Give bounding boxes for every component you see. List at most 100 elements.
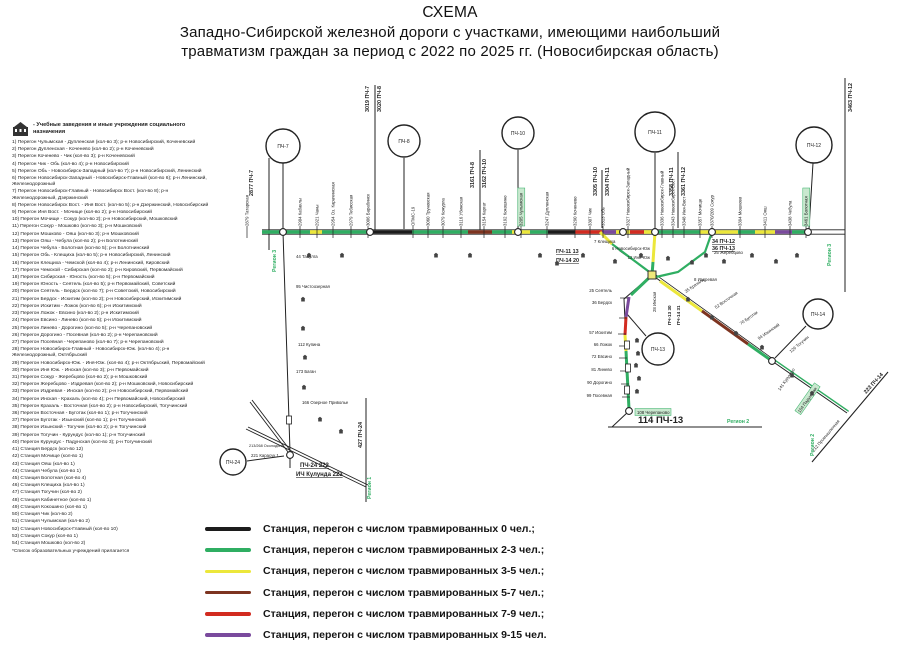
map-label: 36 Бердск bbox=[592, 300, 612, 305]
school-icon bbox=[636, 352, 640, 356]
school-icon bbox=[340, 254, 344, 258]
pch-depot-label: ПЧ-8 bbox=[398, 139, 410, 145]
junction-node-inskaya bbox=[647, 270, 657, 280]
list-item: 39) Перегон Тогучин - Курундус (кол-во 1… bbox=[12, 432, 146, 438]
school-icon bbox=[810, 392, 814, 396]
pch-depot-label: ПЧ-14 bbox=[811, 312, 825, 318]
pch-depot-label: ПЧ-13 bbox=[651, 347, 665, 353]
map-label: 112 Купина bbox=[298, 342, 321, 347]
school-icon-roof bbox=[339, 252, 345, 255]
station-label: 3394 Мошково bbox=[738, 196, 743, 226]
school-icon-roof bbox=[709, 314, 715, 317]
station-highlight-box bbox=[634, 408, 672, 416]
legend-label: Станция, перегон с числом травмированных… bbox=[263, 628, 547, 641]
junction-node bbox=[768, 357, 776, 365]
list-item: 1) Перегон Чулымская - Дупленская (кол-в… bbox=[12, 140, 196, 145]
station-label: 3411 Ояш bbox=[763, 206, 768, 226]
school-icon-roof bbox=[554, 260, 560, 263]
map-rotated-label: 3305 ПЧ-10 bbox=[593, 167, 599, 196]
list-item: 34) Перегон Инская - Крахаль (кол-во 4);… bbox=[12, 396, 186, 402]
list-item: 25) Перегон Линево - Дорогино (кол-во 5)… bbox=[12, 325, 153, 331]
rail-line bbox=[246, 455, 285, 462]
school-icon-roof bbox=[721, 258, 727, 261]
map-rotated-label: ПЧ-13 30 bbox=[667, 305, 672, 325]
school-icon-roof bbox=[665, 255, 671, 258]
map-rotated-label: 223 ПЧ-14 bbox=[863, 372, 885, 395]
school-icon-roof bbox=[338, 428, 344, 431]
map-rotated-label: 126 Тогучин bbox=[788, 334, 810, 354]
school-icon-roof bbox=[635, 350, 641, 353]
station-label: 3079 Кожурла bbox=[441, 198, 446, 226]
map-rotated-label: 70 Буготак bbox=[739, 310, 759, 326]
map-label: 72 Евсино bbox=[592, 354, 613, 359]
legend-color-swatch bbox=[205, 548, 251, 552]
school-icon bbox=[301, 298, 305, 302]
list-item: 13) Перегон Ояш - Чебула (кол-во 2); р-н… bbox=[12, 238, 138, 244]
pch-depot-circle bbox=[387, 124, 421, 158]
school-icon-roof bbox=[634, 388, 640, 391]
pch-depot-label: ПЧ-12 bbox=[807, 143, 821, 149]
list-item: 43) Станция Ояш (кол-во 1) bbox=[12, 461, 75, 467]
pch-depot-circle bbox=[265, 128, 301, 164]
list-item: 33) Перегон Издревая - Инская (кол-во 2)… bbox=[12, 389, 189, 395]
pch-depot-circle bbox=[802, 298, 834, 330]
list-header-text: - Учебные заведения и иные учреждения со… bbox=[33, 122, 186, 135]
legend-label: Станция, перегон с числом травмированных… bbox=[263, 523, 535, 535]
rail-segment-yellow bbox=[651, 231, 657, 263]
school-icon-roof bbox=[773, 258, 779, 261]
station-highlight-box bbox=[794, 382, 821, 416]
map-rotated-label: 94 Изынский bbox=[757, 322, 781, 341]
school-icon-roof bbox=[302, 354, 308, 357]
list-item: 17) Перегон Чемской - Сибирская (кол-во … bbox=[12, 267, 183, 273]
pch-depot-circle bbox=[795, 126, 833, 164]
page-title: СХЕМА Западно-Сибирской железной дороги … bbox=[0, 3, 900, 61]
school-icon-roof bbox=[794, 252, 800, 255]
map-rotated-label: 3019 ПЧ-7 bbox=[365, 86, 371, 112]
school-icon-roof bbox=[703, 252, 709, 255]
school-icon-roof bbox=[789, 372, 795, 375]
legend-color-swatch bbox=[205, 527, 251, 531]
legend-color-swatch bbox=[205, 611, 251, 616]
list-footnote: *Список образовательных учреждений прила… bbox=[12, 549, 130, 555]
school-icon bbox=[639, 254, 643, 258]
school-icon bbox=[339, 430, 343, 434]
region-label: Регион 1 bbox=[367, 477, 373, 499]
school-icon-roof bbox=[749, 252, 755, 255]
station-label: 3192 Кокошино bbox=[503, 195, 508, 226]
list-header: - Учебные заведения и иные учреждения со… bbox=[12, 122, 214, 136]
map-label: 114 ПЧ-13 bbox=[638, 415, 683, 426]
station-label: 3116 Убинская bbox=[459, 196, 464, 226]
list-item: 46) Станция Клещиха (кол-во 1) bbox=[12, 483, 85, 489]
map-rotated-label: 3361 ПЧ-12 bbox=[681, 167, 687, 196]
station-label: 2921 Чаны bbox=[315, 205, 320, 226]
list-item: 30) Перегон Иня Юж. - Инская (кол-во 3);… bbox=[12, 367, 149, 373]
map-rotated-label: 3020 ПЧ-8 bbox=[377, 86, 383, 112]
map-label: 57 Искитим bbox=[589, 330, 612, 335]
list-item: 8) Перегон Новосибирск Вост. - Иня Вост.… bbox=[12, 202, 209, 208]
list-item: 51) Станция Чулымская (кол-во 2) bbox=[12, 519, 90, 525]
school-icon bbox=[790, 374, 794, 378]
title-line-1: СХЕМА bbox=[422, 4, 478, 21]
school-icon-roof bbox=[467, 252, 473, 255]
school-icon-roof bbox=[809, 390, 815, 393]
legend-row: Станция, перегон с числом травмированных… bbox=[205, 523, 547, 535]
list-item: 21) Перегон Бердск - Искитим (кол-во 2);… bbox=[12, 296, 182, 302]
list-item: 27) Перегон Посевная - Черепаново (кол-в… bbox=[12, 339, 164, 345]
map-label: 81 Линево bbox=[591, 367, 612, 372]
legend-row: Станция, перегон с числом травмированных… bbox=[205, 608, 547, 620]
list-item: 44) Станция Чебула (кол-во 1) bbox=[12, 468, 81, 474]
school-icon-roof bbox=[733, 330, 739, 333]
school-icon bbox=[634, 364, 638, 368]
map-label: 108 Черепаново bbox=[637, 410, 670, 415]
list-item: 40) Перегон Курундус - Падунская (кол-во… bbox=[12, 439, 152, 445]
station-label: 3336 Новосибирск-Главный bbox=[660, 170, 665, 226]
school-icon bbox=[307, 254, 311, 258]
station-label: 3205 Чулымская bbox=[519, 192, 524, 226]
region-label: Регион 2 bbox=[727, 419, 749, 425]
map-label: 34 ПЧ-12 bbox=[712, 239, 735, 245]
map-label: ПЧ-11 13 bbox=[556, 249, 579, 255]
legend: Станция, перегон с числом травмированных… bbox=[205, 523, 547, 652]
map-label: 173 Баган bbox=[296, 369, 316, 374]
map-label: 6 Новосибирск-Юж bbox=[612, 246, 650, 251]
junction-node bbox=[651, 228, 659, 236]
